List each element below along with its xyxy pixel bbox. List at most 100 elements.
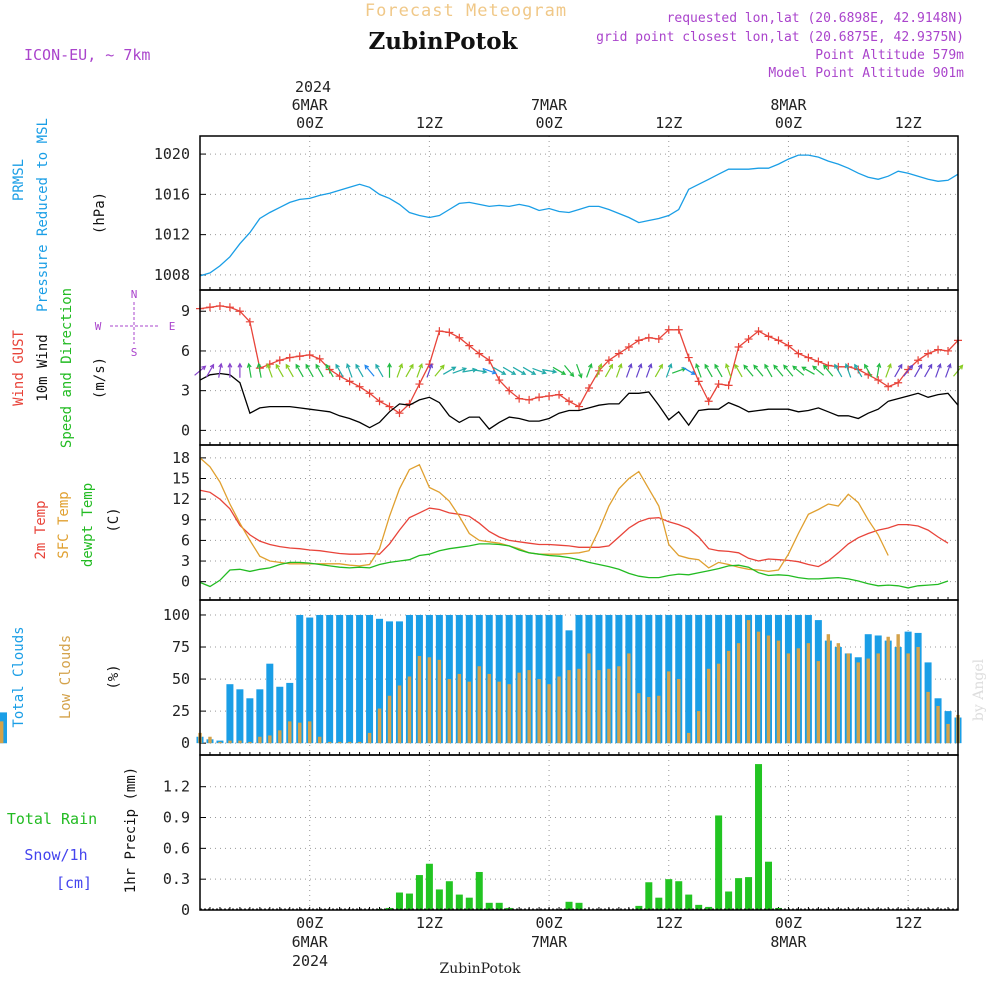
low-cloud-bar	[836, 643, 841, 744]
wind-direction-arrow	[472, 369, 488, 374]
snow-unit-label: [cm]	[56, 874, 92, 892]
low-cloud-bar	[706, 668, 711, 744]
low-cloud-bar	[627, 653, 631, 744]
wind-direction-arrow	[426, 363, 433, 378]
wind-direction-arrow	[695, 363, 702, 378]
rain-bar	[435, 889, 443, 910]
ytick-label: 3	[181, 552, 190, 570]
wind-direction-arrow	[482, 367, 497, 375]
rain-bar	[755, 764, 763, 910]
low-cloud-bar	[527, 670, 531, 744]
wind-direction-arrow	[625, 363, 633, 378]
gust-marker	[604, 356, 613, 365]
precip-frame	[199, 754, 959, 911]
wind-direction-arrow	[416, 363, 423, 378]
gust-marker	[325, 365, 334, 374]
rain-bar	[575, 902, 583, 910]
low-cloud-bar	[357, 741, 362, 744]
wind-direction-arrow	[375, 363, 384, 378]
wind-direction-arrow	[725, 363, 732, 378]
ytick-label: 6	[181, 531, 190, 549]
wind-direction-arrow	[335, 363, 344, 378]
rain-bar	[725, 891, 733, 910]
wind-direction-arrow	[305, 363, 314, 378]
wind-direction-arrow	[552, 366, 567, 375]
low-cloud-bar	[407, 676, 412, 744]
gust-marker	[375, 397, 384, 406]
low-cloud-bar	[796, 648, 801, 744]
rain-bar	[735, 878, 743, 910]
wind-direction-arrow	[492, 366, 507, 375]
gust-marker	[744, 335, 753, 344]
gust-marker	[694, 377, 703, 386]
2m-temp-line	[199, 489, 949, 568]
bottom-hour-label: 12Z	[655, 914, 682, 932]
low-cloud-bar	[677, 679, 681, 744]
top-hour-label: 00Z	[775, 114, 802, 132]
low-cloud-bar	[906, 653, 910, 744]
sfc-temp-label: SFC Temp	[56, 491, 72, 558]
gust-marker	[315, 354, 324, 363]
gust-marker	[225, 303, 234, 312]
wind-direction-arrow	[532, 367, 547, 375]
gust-marker	[584, 384, 593, 393]
low-cloud-bar	[238, 740, 242, 744]
low-cloud-bar	[467, 681, 471, 744]
wind-direction-arrow	[586, 363, 593, 378]
wind-direction-arrow	[246, 362, 252, 378]
low-cloud-bar	[687, 732, 691, 744]
gust-marker	[714, 380, 723, 389]
ytick-label: 6	[181, 342, 190, 360]
rain-bar	[645, 882, 653, 910]
wind-direction-arrow	[645, 363, 653, 378]
rain-bar	[465, 897, 473, 910]
wind-direction-arrow	[812, 365, 825, 376]
total-cloud-bar	[445, 614, 453, 744]
total-cloud-bar	[376, 618, 384, 744]
bottom-hour-label: 12Z	[416, 914, 443, 932]
low-cloud-bar	[637, 693, 641, 744]
low-cloud-bar	[417, 655, 422, 744]
rain-bar	[635, 905, 643, 910]
total-cloud-bar	[495, 614, 503, 744]
low-cloud-bar	[537, 679, 541, 744]
wind-direction-arrow	[682, 366, 696, 375]
wind-direction-arrow	[564, 365, 575, 378]
wind-direction-arrow	[635, 363, 643, 378]
top-hour-label: 00Z	[536, 114, 563, 132]
rain-bar	[745, 877, 753, 910]
temp-unit-label: (C)	[106, 507, 122, 532]
gust-marker	[644, 333, 653, 342]
gust-marker	[415, 380, 424, 389]
gust-marker	[664, 325, 673, 334]
low-cloud-bar	[756, 631, 761, 744]
ytick-label: 15	[172, 470, 190, 488]
total-cloud-bar	[256, 689, 264, 744]
low-cloud-bar	[946, 723, 950, 744]
gust-marker	[555, 390, 564, 399]
total-clouds-label: Total Clouds	[11, 626, 27, 727]
total-cloud-bar	[366, 614, 374, 744]
pressure-frame	[199, 135, 959, 291]
gust-marker	[944, 346, 953, 355]
gust-marker	[485, 356, 494, 365]
gust-marker	[515, 394, 524, 403]
wind-direction-arrow	[834, 363, 843, 378]
low-cloud-bar	[746, 620, 751, 744]
gust-marker	[904, 365, 913, 374]
temperature-frame	[199, 444, 959, 601]
bottom-hour-label: 00Z	[296, 914, 323, 932]
gust-marker	[465, 341, 474, 350]
wind-direction-arrow	[764, 363, 773, 378]
pressure-labels: PRMSL Pressure Reduced to MSL (hPa)	[11, 118, 108, 312]
model-label: ICON-EU, ~ 7km	[24, 46, 150, 64]
rain-bar	[445, 881, 453, 910]
gust-marker	[914, 356, 923, 365]
gust-marker	[754, 327, 763, 336]
top-date-label: 8MAR	[770, 96, 807, 114]
ytick-label: 0.6	[163, 839, 190, 857]
rain-bar	[695, 904, 703, 910]
bottom-hour-label: 00Z	[775, 914, 802, 932]
gust-marker	[654, 335, 663, 344]
wind-direction-arrow	[596, 363, 603, 378]
